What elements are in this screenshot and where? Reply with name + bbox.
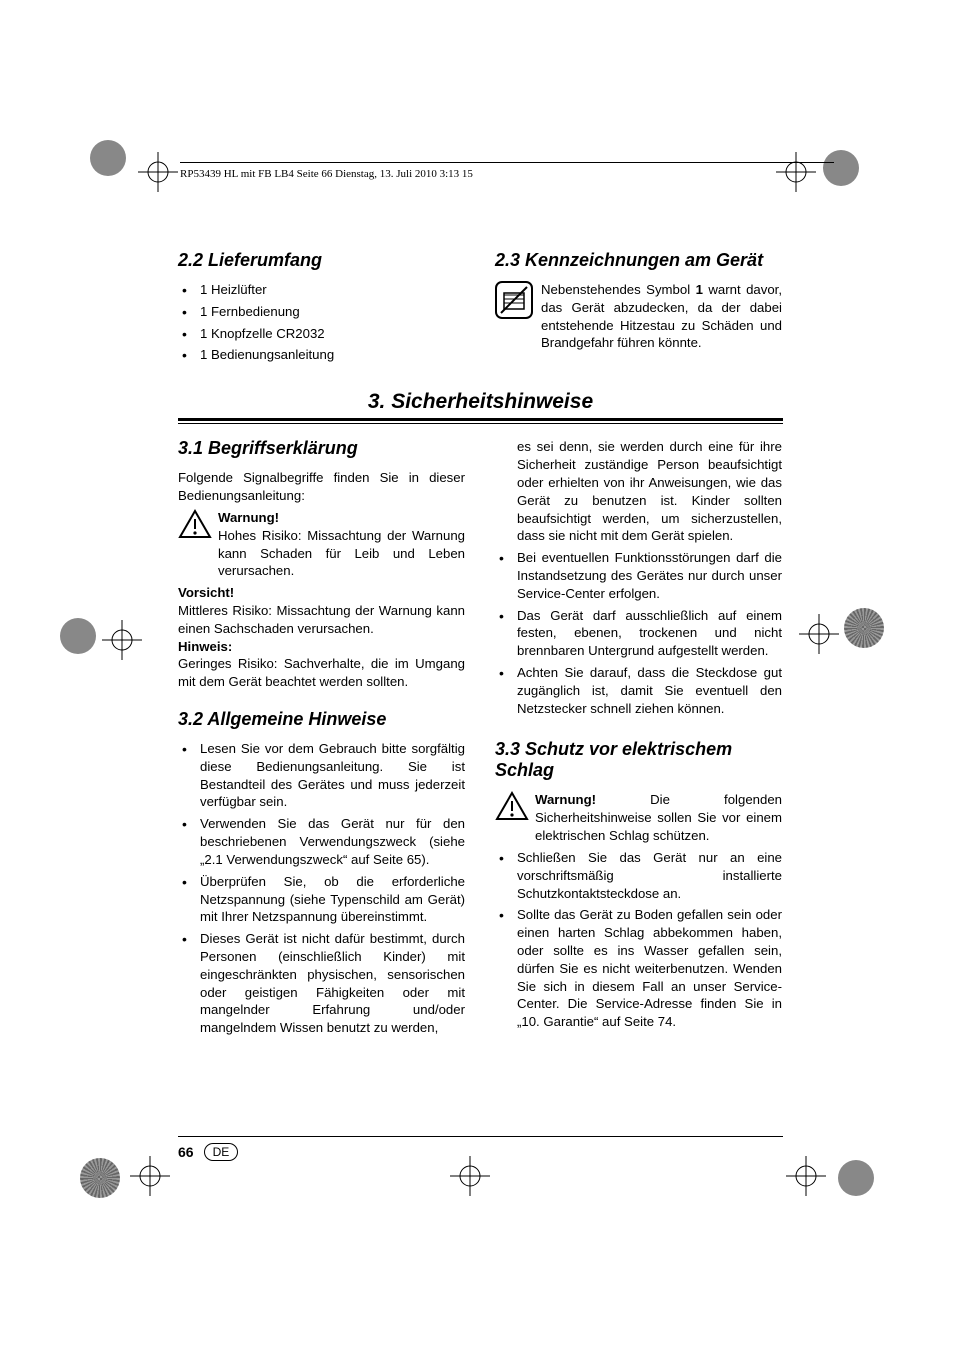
- vorsicht-body: Mittleres Risiko: Missachtung der Warnun…: [178, 602, 465, 638]
- col-right-lower: es sei denn, sie werden durch eine für i…: [495, 438, 782, 1041]
- col-right: 2.3 Kennzeichnungen am Gerät Nebenstehen…: [495, 250, 782, 368]
- list-item: Dieses Gerät ist nicht dafür bestimmt, d…: [178, 930, 465, 1037]
- hinweis-head: Hinweis:: [178, 638, 465, 656]
- hinweis-body: Geringes Risiko: Sachverhalte, die im Um…: [178, 655, 465, 691]
- list-item: Schließen Sie das Gerät nur an eine vors…: [495, 849, 782, 902]
- symbol-text: Nebenstehendes Symbol 1 warnt davor, das…: [541, 281, 782, 352]
- rule-thin: [178, 423, 783, 424]
- warnung-3-3: Warnung! Die folgenden Sicherheitshinwei…: [535, 791, 782, 844]
- footer: 66 DE: [178, 1136, 783, 1161]
- heading-3-1: 3.1 Begriffserklärung: [178, 438, 465, 459]
- list-item: Sollte das Gerät zu Boden gefallen sein …: [495, 906, 782, 1031]
- page-number: 66: [178, 1144, 194, 1160]
- crop-circle: [60, 618, 96, 654]
- warning-triangle-icon: [178, 509, 212, 544]
- list-item: Lesen Sie vor dem Gebrauch bitte sorgfäl…: [178, 740, 465, 811]
- list-item: Bei eventuellen Funktionsstörungen darf …: [495, 549, 782, 602]
- col-left: 2.2 Lieferumfang 1 Heizlüfter 1 Fernbedi…: [178, 250, 465, 368]
- crosshair-icon: [102, 620, 142, 660]
- heading-3: 3. Sicherheitshinweise: [178, 390, 783, 414]
- list-3-2-more: Bei eventuellen Funktionsstörungen darf …: [495, 549, 782, 717]
- heading-2-3: 2.3 Kennzeichnungen am Gerät: [495, 250, 782, 271]
- crosshair-icon: [138, 152, 178, 192]
- do-not-cover-icon: [495, 281, 533, 324]
- list-item: Überprüfen Sie, ob die erforderliche Net…: [178, 873, 465, 926]
- list-item: Achten Sie darauf, dass die Steckdose gu…: [495, 664, 782, 717]
- heading-3-2: 3.2 Allgemeine Hinweise: [178, 709, 465, 730]
- list-item: 1 Knopfzelle CR2032: [178, 325, 465, 343]
- list-3-3: Schließen Sie das Gerät nur an eine vors…: [495, 849, 782, 1031]
- crosshair-icon: [130, 1156, 170, 1196]
- list-item: 1 Heizlüfter: [178, 281, 465, 299]
- header-meta: RP53439 HL mit FB LB4 Seite 66 Dienstag,…: [180, 168, 473, 180]
- heading-2-2: 2.2 Lieferumfang: [178, 250, 465, 271]
- list-item: 1 Bedienungsanleitung: [178, 346, 465, 364]
- lang-badge: DE: [204, 1143, 239, 1161]
- list-item: 1 Fernbedienung: [178, 303, 465, 321]
- crosshair-icon: [786, 1156, 826, 1196]
- crop-circle: [823, 150, 859, 186]
- col-left-lower: 3.1 Begriffserklärung Folgende Signalbeg…: [178, 438, 465, 1041]
- lieferumfang-list: 1 Heizlüfter 1 Fernbedienung 1 Knopfzell…: [178, 281, 465, 364]
- vorsicht-head: Vorsicht!: [178, 584, 465, 602]
- crop-circle: [90, 140, 126, 176]
- carryover-text: es sei denn, sie werden durch eine für i…: [495, 438, 782, 545]
- crosshair-icon: [450, 1156, 490, 1196]
- list-3-2: Lesen Sie vor dem Gebrauch bitte sorgfäl…: [178, 740, 465, 1037]
- sheet: RP53439 HL mit FB LB4 Seite 66 Dienstag,…: [0, 0, 954, 1351]
- header-rule: [180, 162, 834, 163]
- crop-striped: [844, 608, 884, 648]
- crop-striped: [80, 1158, 120, 1198]
- warning-triangle-icon: [495, 791, 529, 826]
- list-item: Das Gerät darf ausschließlich auf einem …: [495, 607, 782, 660]
- rule-thick: [178, 418, 783, 421]
- page-body: 2.2 Lieferumfang 1 Heizlüfter 1 Fernbedi…: [178, 250, 783, 1041]
- list-item: Verwenden Sie das Gerät nur für den besc…: [178, 815, 465, 868]
- crosshair-icon: [776, 152, 816, 192]
- intro-3-1: Folgende Signalbegriffe finden Sie in di…: [178, 469, 465, 505]
- warnung-block: Warnung!Hohes Risiko: Missachtung der Wa…: [218, 509, 465, 580]
- crosshair-icon: [799, 614, 839, 654]
- heading-3-3: 3.3 Schutz vor elektrischem Schlag: [495, 739, 782, 781]
- crop-circle: [838, 1160, 874, 1196]
